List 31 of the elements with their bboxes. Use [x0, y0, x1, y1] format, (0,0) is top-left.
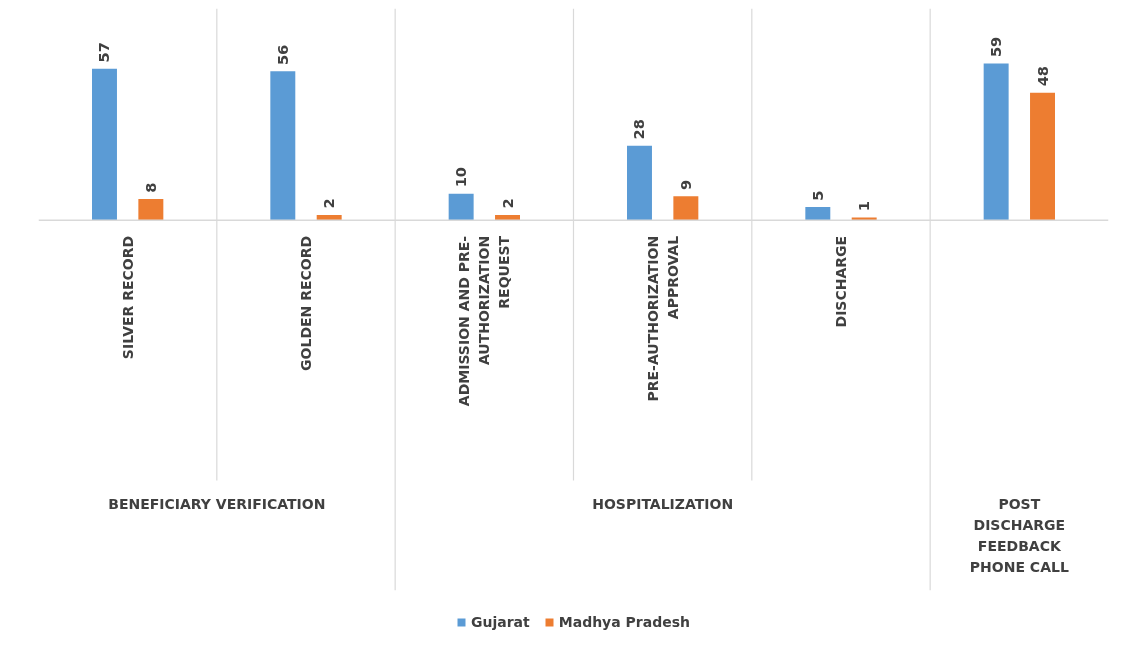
- text: POST DISCHARGE FEEDBACK PHONE CALL: [969, 496, 1069, 575]
- bar: [270, 71, 296, 221]
- text: HOSPITALIZATION: [592, 496, 734, 513]
- data-label: 59: [987, 36, 1005, 58]
- bar: [138, 198, 164, 221]
- data-label: 5: [808, 190, 826, 201]
- data-label: 1: [855, 201, 873, 212]
- data-label: 48: [1033, 65, 1051, 87]
- bar: [805, 206, 831, 221]
- legend-label: Madhya Pradesh: [558, 614, 690, 630]
- data-label: 10: [452, 166, 470, 188]
- legend-label: Gujarat: [471, 614, 530, 630]
- x-tick-label: DISCHARGE: [833, 235, 849, 328]
- bar: [92, 68, 117, 221]
- data-label: 8: [141, 182, 159, 193]
- x-tick-label: SILVER RECORD: [119, 235, 136, 360]
- x-tick-label: PRE-AUTHORIZATION APPROVAL: [644, 235, 681, 402]
- data-label: 2: [498, 198, 516, 209]
- data-label: 9: [676, 179, 694, 191]
- bar: [448, 193, 474, 221]
- data-label: 56: [273, 44, 291, 66]
- bar: [983, 63, 1009, 221]
- text: BENEFICIARY VERIFICATION: [108, 496, 326, 513]
- data-label: 57: [95, 42, 113, 63]
- x-tick-label: ADMISSION AND PRE-AUTHORIZATION REQUEST: [456, 235, 513, 407]
- bar: [1030, 92, 1055, 221]
- bar: [673, 196, 699, 221]
- data-label: 28: [630, 119, 648, 140]
- bar: [627, 145, 652, 221]
- x-tick-label: GOLDEN RECORD: [298, 235, 314, 371]
- data-label: 2: [320, 198, 338, 209]
